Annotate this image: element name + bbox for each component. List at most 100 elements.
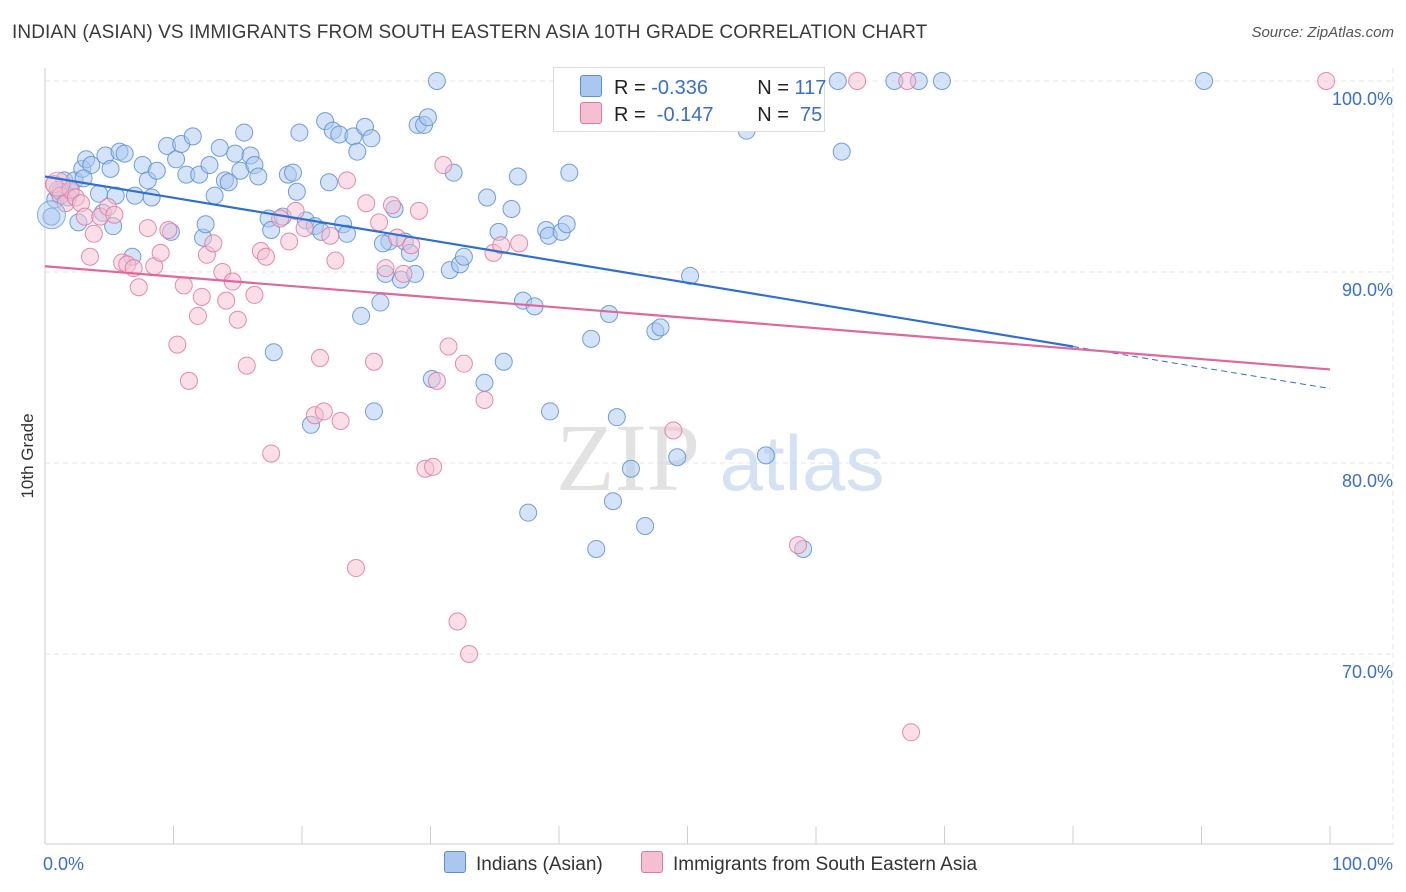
data-point [607, 408, 626, 427]
data-point [832, 142, 851, 161]
data-point [427, 72, 446, 90]
y-tick-label: 100.0% [1332, 89, 1393, 109]
data-point [235, 123, 254, 142]
data-point [168, 335, 187, 354]
legend-item-indians[interactable]: Indians (Asian) [444, 851, 603, 876]
data-point [101, 159, 120, 178]
trend-layer [44, 175, 1331, 390]
data-point [789, 536, 808, 555]
legend-label: Immigrants from South Eastern Asia [673, 854, 978, 875]
data-point [249, 167, 268, 186]
data-point [681, 266, 700, 285]
data-point [427, 371, 446, 390]
data-point [364, 352, 383, 371]
data-point [557, 215, 576, 234]
stats-row-immigrants: R = -0.147 N = 75 [580, 102, 822, 127]
data-point [245, 285, 264, 304]
data-point [621, 459, 640, 478]
data-point [42, 207, 61, 226]
data-point [210, 138, 229, 157]
data-point [454, 247, 473, 266]
data-point [448, 612, 467, 631]
data-point [204, 234, 223, 253]
data-point [82, 156, 101, 175]
data-point [147, 161, 166, 180]
data-point [179, 371, 198, 390]
legend-item-immigrants[interactable]: Immigrants from South Eastern Asia [641, 851, 977, 876]
data-point [129, 278, 148, 297]
data-point [36, 200, 66, 230]
data-point [331, 411, 350, 430]
data-point [271, 209, 290, 228]
series-0 [42, 72, 1214, 558]
data-point [402, 236, 421, 255]
data-point [183, 127, 202, 146]
data-point [167, 150, 186, 169]
axes [44, 68, 1393, 845]
n-label: N = [757, 104, 795, 126]
data-point [636, 517, 655, 536]
data-point [346, 559, 365, 578]
data-point [587, 539, 606, 558]
data-point [932, 72, 951, 90]
series-layer [36, 72, 1336, 742]
data-point [174, 276, 193, 295]
data-point [508, 167, 527, 186]
data-point [228, 310, 247, 329]
data-point [205, 186, 224, 205]
data-point [337, 171, 356, 190]
y-axis-label: 10th Grade [18, 413, 37, 498]
data-point [582, 329, 601, 348]
data-point [264, 343, 283, 362]
data-point [560, 163, 579, 182]
stats-row-indians: R = -0.336 N = 117 [580, 75, 826, 100]
r-value: -0.147 [651, 104, 714, 126]
data-point [382, 196, 401, 215]
data-point [237, 356, 256, 375]
data-point [80, 247, 99, 266]
data-point [105, 205, 124, 224]
data-point [510, 234, 529, 253]
gridlines [45, 68, 1395, 844]
data-point [314, 402, 333, 421]
data-point [376, 259, 395, 278]
data-point [287, 182, 306, 201]
data-point [348, 142, 367, 161]
data-point [357, 194, 376, 213]
data-point [898, 72, 917, 90]
data-point [364, 402, 383, 421]
n-label: N = [757, 77, 795, 99]
data-point [519, 503, 538, 522]
watermark: ZIP atlas [556, 404, 884, 511]
x-tick-label-min: 0.0% [43, 854, 84, 874]
data-point [290, 123, 309, 142]
y-tick-label: 70.0% [1342, 662, 1393, 682]
data-point [262, 444, 281, 463]
watermark-atlas: atlas [720, 419, 885, 507]
trend-line-indians [44, 175, 1074, 348]
data-point [603, 492, 622, 511]
data-point [219, 173, 238, 192]
legend-label: Indians (Asian) [476, 854, 603, 875]
data-point [475, 390, 494, 409]
data-point [668, 448, 687, 467]
data-point [192, 287, 211, 306]
data-point [502, 199, 521, 218]
data-point [280, 232, 299, 251]
data-point [319, 173, 338, 192]
data-point [651, 318, 670, 337]
data-point [257, 247, 276, 266]
stats-legend: R = -0.336 N = 117 R = -0.147 N = 75 [553, 67, 826, 132]
data-point [284, 163, 303, 182]
legend-swatch [444, 851, 466, 873]
data-point [188, 306, 207, 325]
data-point [159, 220, 178, 239]
data-point [226, 144, 245, 163]
chart-title: INDIAN (ASIAN) VS IMMIGRANTS FROM SOUTH … [12, 22, 928, 43]
legend-swatch-immigrants [580, 102, 602, 124]
y-tick-label: 80.0% [1342, 471, 1393, 491]
data-point [828, 72, 847, 90]
data-point [418, 108, 437, 127]
data-point [352, 306, 371, 325]
data-point [424, 457, 443, 476]
